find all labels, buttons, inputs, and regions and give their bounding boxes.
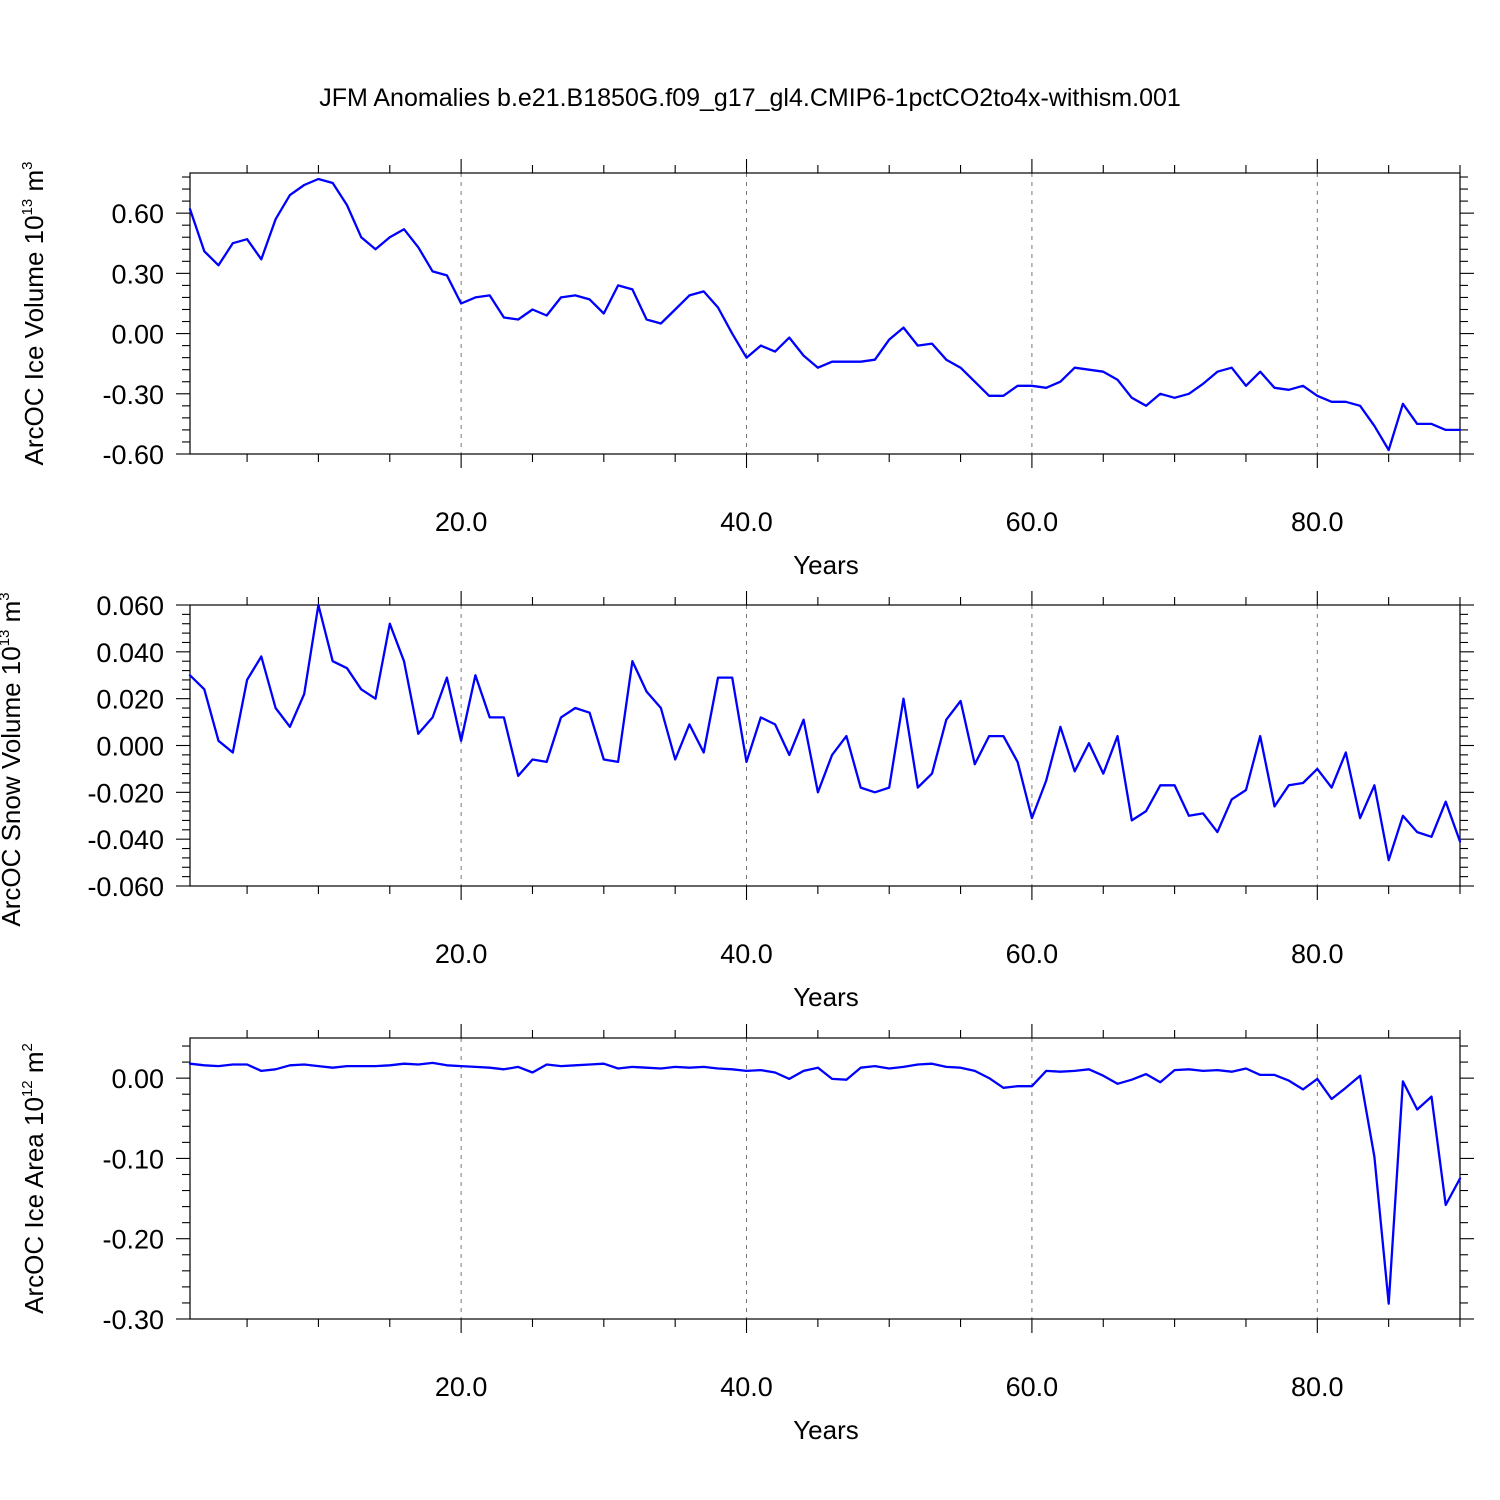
x-axis-label: Years: [793, 1415, 859, 1445]
y-axis-label-part: ArcOC Snow Volume 10: [0, 646, 26, 926]
y-tick-label: 0.040: [96, 638, 164, 668]
y-tick-label: 0.060: [96, 591, 164, 621]
y-tick-label: 0.30: [111, 259, 164, 289]
x-tick-label: 20.0: [435, 1372, 488, 1402]
x-tick-label: 80.0: [1291, 1372, 1344, 1402]
panel-1: 0.60 0.30 0.00 -0.30 -0.60 20.0 40.0 60.0 80.0 Ye…: [19, 159, 1474, 580]
x-tick-label: 40.0: [720, 507, 773, 537]
series-line: [188, 603, 1462, 862]
y-tick-label: -0.060: [87, 872, 164, 902]
y-tick-label: -0.10: [102, 1144, 164, 1174]
y-tick-label: 0.000: [96, 732, 164, 762]
y-axis-label: ArcOC Snow Volume 1013 m3: [0, 592, 26, 926]
y-axis-label-superscript: 12: [19, 1080, 36, 1097]
y-tick-label: 0.00: [111, 320, 164, 350]
y-tick-label: -0.040: [87, 825, 164, 855]
y-axis-label-superscript: 2: [19, 1043, 36, 1051]
y-axis-label-part: m: [19, 1052, 49, 1081]
x-tick-label: 80.0: [1291, 507, 1344, 537]
x-tick-label: 40.0: [720, 939, 773, 969]
series-line: [188, 177, 1462, 452]
y-tick-label: 0.60: [111, 199, 164, 229]
y-axis-label-part: m: [19, 170, 49, 199]
y-axis-label: ArcOC Ice Area 1012 m2: [19, 1043, 49, 1314]
panel-3: 0.00 -0.10 -0.20 -0.30 20.0 40.0 60.0 80.0 Years…: [19, 1024, 1474, 1445]
y-axis-label-superscript: 3: [0, 592, 13, 600]
y-tick-label: -0.30: [102, 380, 164, 410]
series-line: [188, 1061, 1462, 1305]
x-tick-label: 60.0: [1006, 1372, 1059, 1402]
plot-frame: [189, 172, 1461, 455]
y-tick-label: -0.020: [87, 778, 164, 808]
plot-frame: [189, 1037, 1461, 1320]
y-axis-label-superscript: 13: [0, 630, 13, 647]
y-tick-label: 0.00: [111, 1064, 164, 1094]
y-axis-label-part: ArcOC Ice Area 10: [19, 1097, 49, 1314]
x-tick-label: 20.0: [435, 507, 488, 537]
y-axis-label-superscript: 3: [19, 162, 36, 170]
x-axis-label: Years: [793, 982, 859, 1012]
x-tick-label: 60.0: [1006, 939, 1059, 969]
y-axis-label-part: m: [0, 601, 26, 630]
panel-2: 0.060 0.040 0.020 0.000 -0.020 -0.040 -0.060 20…: [0, 591, 1474, 1012]
y-axis-label: ArcOC Ice Volume 1013 m3: [19, 162, 49, 466]
x-tick-label: 60.0: [1006, 507, 1059, 537]
y-axis-label-part: ArcOC Ice Volume 10: [19, 215, 49, 465]
y-tick-label: -0.60: [102, 440, 164, 470]
x-tick-label: 40.0: [720, 1372, 773, 1402]
y-axis-label-superscript: 13: [19, 199, 36, 216]
y-tick-label: -0.20: [102, 1225, 164, 1255]
x-tick-label: 20.0: [435, 939, 488, 969]
chart-title: JFM Anomalies b.e21.B1850G.f09_g17_gl4.C…: [319, 84, 1181, 112]
panels: 0.60 0.30 0.00 -0.30 -0.60 20.0 40.0 60.0 80.0 Ye…: [0, 159, 1474, 1445]
y-tick-label: -0.30: [102, 1305, 164, 1335]
y-tick-label: 0.020: [96, 685, 164, 715]
plot-frame: [189, 604, 1461, 887]
x-axis-label: Years: [793, 550, 859, 580]
x-tick-label: 80.0: [1291, 939, 1344, 969]
